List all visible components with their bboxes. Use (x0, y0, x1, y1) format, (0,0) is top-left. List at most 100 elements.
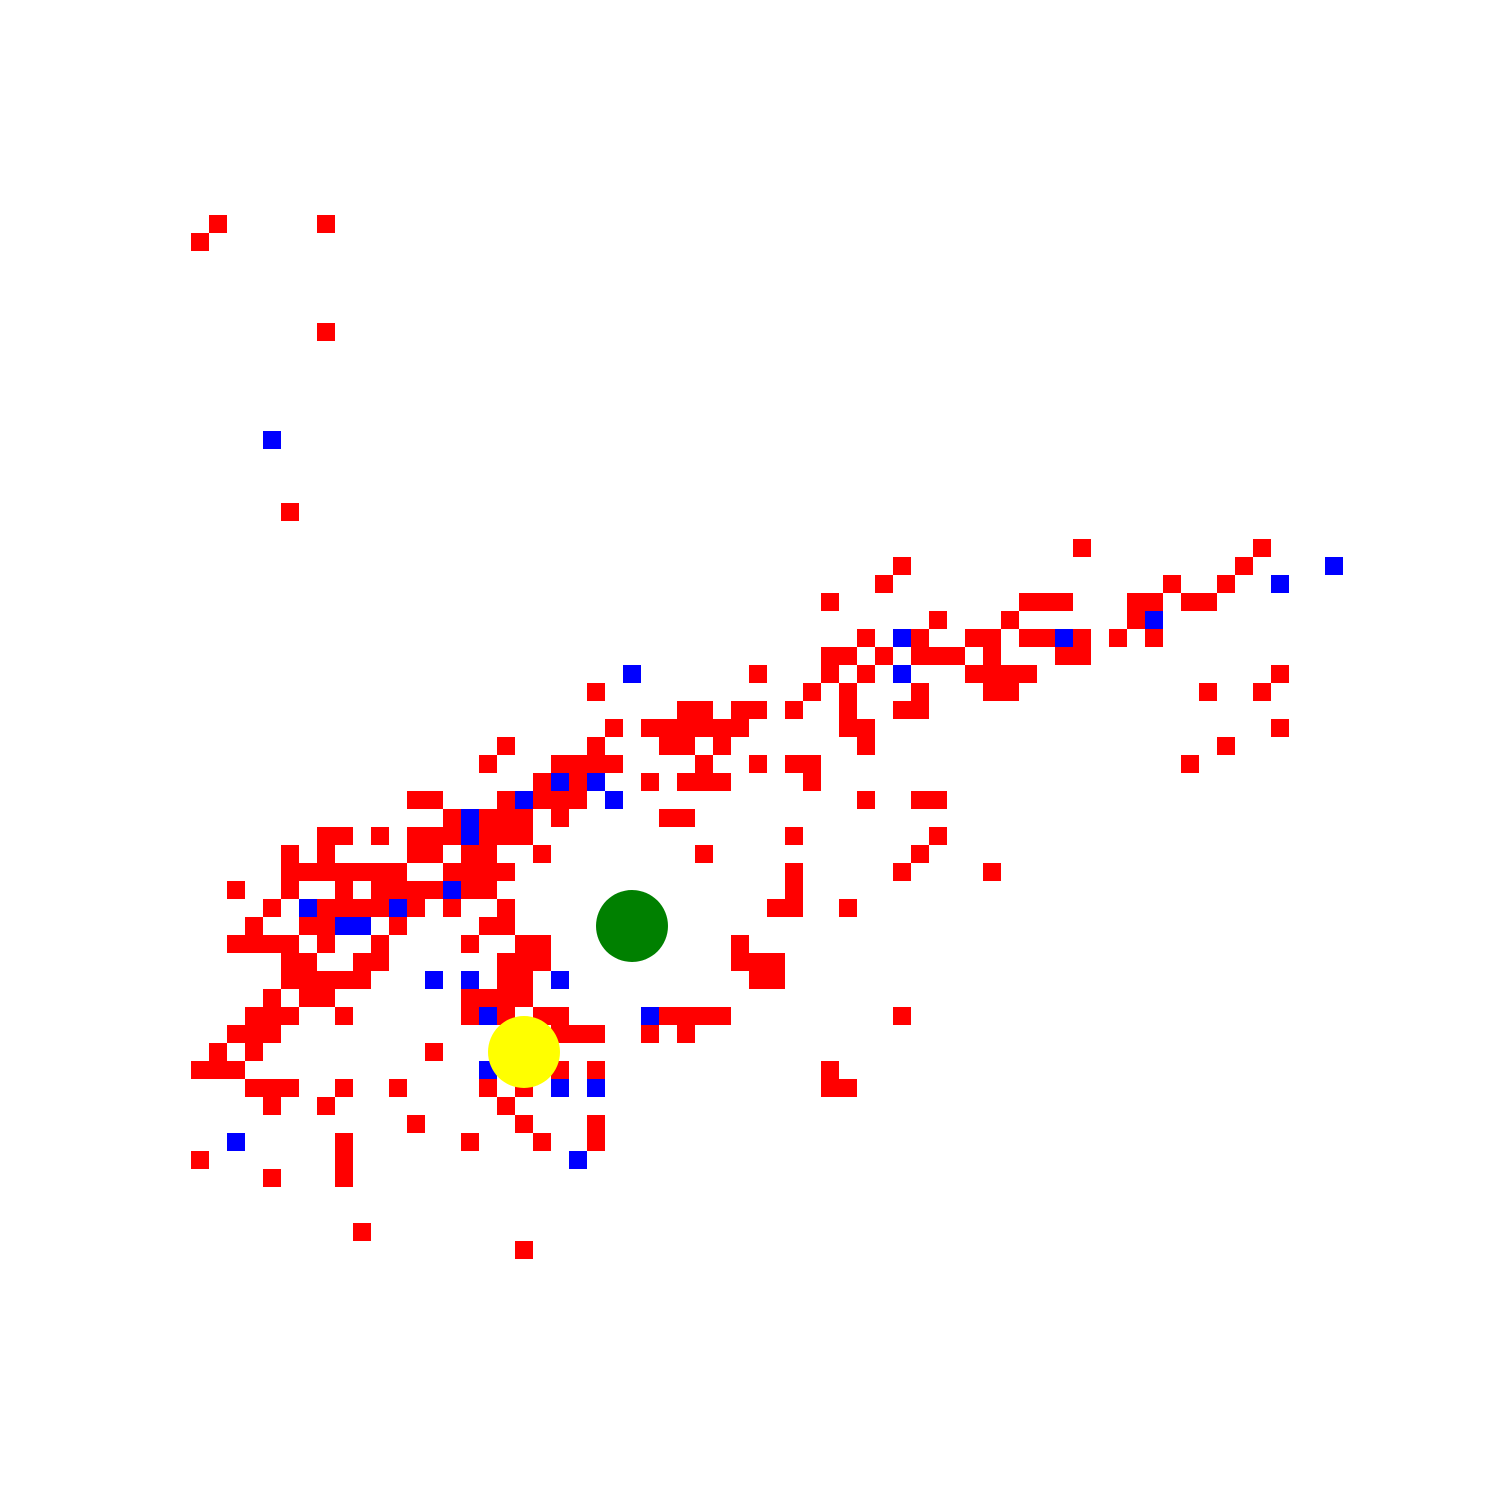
red-cell (479, 917, 497, 935)
red-cell (695, 1007, 713, 1025)
red-cell (749, 971, 767, 989)
red-cell (785, 863, 803, 881)
red-cell (839, 899, 857, 917)
red-cell (1037, 629, 1055, 647)
red-cell (911, 845, 929, 863)
red-cell (461, 935, 479, 953)
red-cell (263, 935, 281, 953)
red-cell (1271, 719, 1289, 737)
red-cell (857, 629, 875, 647)
red-cell (461, 989, 479, 1007)
red-cell (677, 773, 695, 791)
red-cell (389, 863, 407, 881)
red-cell (929, 791, 947, 809)
red-cell (371, 881, 389, 899)
red-cell (461, 845, 479, 863)
red-cell (695, 845, 713, 863)
red-cell (857, 737, 875, 755)
red-cell (515, 935, 533, 953)
red-cell (785, 701, 803, 719)
red-cell (263, 899, 281, 917)
red-cell (605, 719, 623, 737)
red-cell (191, 1151, 209, 1169)
red-cell (317, 827, 335, 845)
red-cell (1163, 575, 1181, 593)
red-cell (317, 917, 335, 935)
red-cell (1055, 593, 1073, 611)
red-cell (893, 863, 911, 881)
red-cell (335, 1169, 353, 1187)
red-cell (281, 845, 299, 863)
red-cell (245, 1079, 263, 1097)
red-cell (1001, 683, 1019, 701)
red-cell (191, 1061, 209, 1079)
red-cell (317, 899, 335, 917)
red-cell (389, 917, 407, 935)
red-cell (353, 863, 371, 881)
red-cell (299, 917, 317, 935)
red-cell (497, 917, 515, 935)
red-cell (1235, 557, 1253, 575)
red-cell (353, 899, 371, 917)
red-cell (515, 971, 533, 989)
red-cell (659, 719, 677, 737)
red-cell (677, 737, 695, 755)
red-cell (749, 701, 767, 719)
blue-cell (893, 629, 911, 647)
red-cell (533, 791, 551, 809)
red-cell (893, 1007, 911, 1025)
red-cell (317, 989, 335, 1007)
red-cell (389, 881, 407, 899)
red-cell (407, 881, 425, 899)
blue-cell (641, 1007, 659, 1025)
red-cell (1127, 593, 1145, 611)
red-cell (317, 971, 335, 989)
red-cell (713, 737, 731, 755)
red-cell (1073, 539, 1091, 557)
red-cell (497, 737, 515, 755)
red-cell (299, 971, 317, 989)
red-cell (299, 989, 317, 1007)
blue-cell (551, 1079, 569, 1097)
red-cell (569, 791, 587, 809)
red-cell (839, 683, 857, 701)
red-cell (317, 215, 335, 233)
red-cell (1019, 629, 1037, 647)
red-cell (893, 701, 911, 719)
red-cell (335, 1079, 353, 1097)
red-cell (299, 953, 317, 971)
red-cell (515, 827, 533, 845)
blue-cell (461, 971, 479, 989)
red-cell (1217, 737, 1235, 755)
red-cell (839, 719, 857, 737)
red-cell (425, 881, 443, 899)
red-cell (209, 1061, 227, 1079)
red-cell (1253, 539, 1271, 557)
agent (596, 890, 668, 962)
blue-cell (353, 917, 371, 935)
red-cell (281, 503, 299, 521)
red-cell (911, 701, 929, 719)
red-cell (1145, 629, 1163, 647)
red-cell (335, 971, 353, 989)
red-cell (389, 1079, 407, 1097)
blue-cell (443, 881, 461, 899)
red-cell (281, 1079, 299, 1097)
blue-cell (389, 899, 407, 917)
blue-cell (263, 431, 281, 449)
red-cell (947, 647, 965, 665)
red-cell (911, 683, 929, 701)
blue-cell (1145, 611, 1163, 629)
red-cell (1001, 611, 1019, 629)
red-cell (317, 935, 335, 953)
red-cell (551, 755, 569, 773)
red-cell (497, 809, 515, 827)
red-cell (551, 809, 569, 827)
red-cell (533, 773, 551, 791)
red-cell (371, 827, 389, 845)
red-cell (1073, 629, 1091, 647)
red-cell (839, 647, 857, 665)
blue-cell (587, 1079, 605, 1097)
red-cell (857, 791, 875, 809)
